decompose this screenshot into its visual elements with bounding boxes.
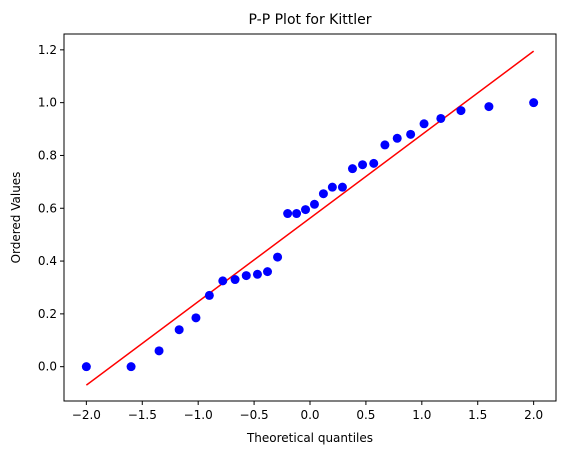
data-point: [484, 102, 493, 111]
data-point: [242, 271, 251, 280]
data-point: [175, 325, 184, 334]
y-tick-label: 0.6: [38, 201, 57, 215]
data-point: [191, 313, 200, 322]
y-tick-label: 1.0: [38, 96, 57, 110]
y-axis-label: Ordered Values: [9, 172, 23, 264]
data-point: [310, 200, 319, 209]
y-tick-label: 0.0: [38, 360, 57, 374]
data-point: [529, 98, 538, 107]
x-tick-label: −2.0: [72, 408, 101, 422]
data-point: [420, 119, 429, 128]
data-point: [218, 276, 227, 285]
data-point: [263, 267, 272, 276]
data-point: [155, 346, 164, 355]
y-tick-label: 0.8: [38, 148, 57, 162]
plot-area: [64, 34, 556, 401]
data-point: [301, 205, 310, 214]
data-point: [127, 362, 136, 371]
x-axis-label: Theoretical quantiles: [246, 431, 373, 445]
data-point: [406, 130, 415, 139]
data-point: [231, 275, 240, 284]
x-tick-label: 2.0: [524, 408, 543, 422]
fit-line: [86, 51, 533, 385]
points-layer: [82, 98, 538, 371]
data-point: [393, 134, 402, 143]
x-tick-label: −1.0: [184, 408, 213, 422]
data-point: [369, 159, 378, 168]
data-point: [348, 164, 357, 173]
data-point: [456, 106, 465, 115]
y-axis: 0.0 0.2 0.4 0.6 0.8 1.0 1.2: [38, 43, 64, 374]
data-point: [273, 253, 282, 262]
data-point: [436, 114, 445, 123]
y-tick-label: 1.2: [38, 43, 57, 57]
x-axis: −2.0 −1.5 −1.0 −0.5 0.0 0.5 1.0 1.5 2.0: [72, 401, 543, 422]
x-tick-label: 1.5: [468, 408, 487, 422]
data-point: [358, 160, 367, 169]
data-point: [82, 362, 91, 371]
x-tick-label: 1.0: [412, 408, 431, 422]
data-point: [338, 183, 347, 192]
data-point: [205, 291, 214, 300]
data-point: [319, 189, 328, 198]
data-point: [380, 140, 389, 149]
data-point: [292, 209, 301, 218]
x-tick-label: 0.0: [300, 408, 319, 422]
x-tick-label: −1.5: [128, 408, 157, 422]
chart-title: P-P Plot for Kittler: [249, 12, 372, 28]
x-tick-label: 0.5: [356, 408, 375, 422]
x-tick-label: −0.5: [240, 408, 269, 422]
y-tick-label: 0.4: [38, 254, 57, 268]
data-point: [283, 209, 292, 218]
data-point: [328, 183, 337, 192]
data-point: [253, 270, 262, 279]
y-tick-label: 0.2: [38, 307, 57, 321]
fit-line-layer: [86, 51, 533, 385]
